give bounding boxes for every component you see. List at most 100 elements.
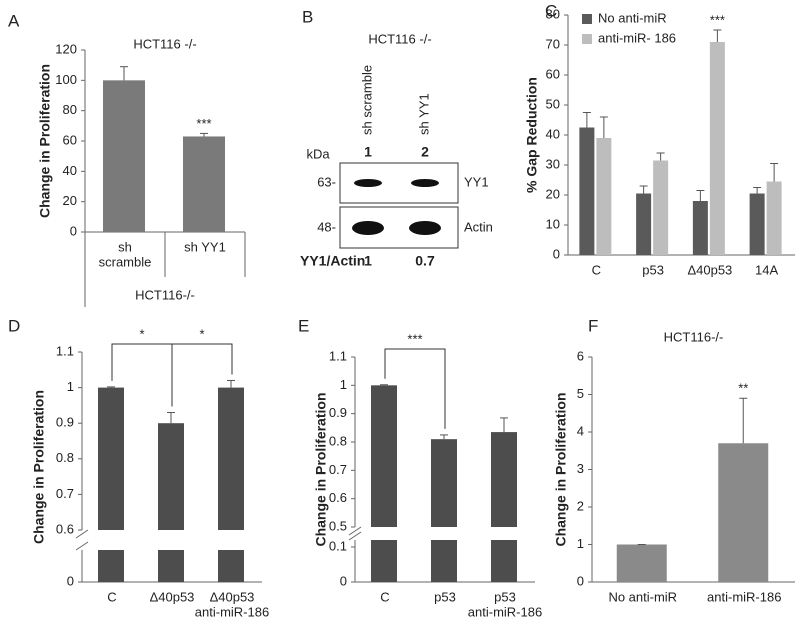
y-tick-label: 0: [70, 223, 77, 238]
y-tick-label: 0.8: [56, 450, 74, 465]
bar: [636, 193, 652, 255]
unit-label: kDa: [306, 146, 330, 161]
panel-label: A: [8, 11, 20, 30]
significance: ***: [407, 331, 422, 346]
lane-label: sh scramble: [359, 65, 374, 135]
y-tick-label: 10: [546, 216, 560, 231]
band-label: Actin: [464, 219, 493, 234]
group-label: HCT116-/-: [135, 287, 195, 302]
x-tick-label: p53: [434, 589, 456, 604]
y-tick-label: 0.8: [329, 433, 347, 448]
y-tick-label: 0.9: [56, 415, 74, 430]
x-tick-label: Δ40p53: [150, 589, 195, 604]
panel-label: D: [8, 316, 20, 335]
bar: [218, 550, 244, 582]
y-tick-label: 0: [577, 573, 584, 588]
y-axis-label: % Gap Reduction: [524, 77, 540, 193]
band: [409, 221, 441, 235]
bar: [183, 136, 225, 232]
axis-break: [75, 529, 89, 539]
y-tick-label: 120: [55, 41, 77, 56]
x-tick-label: anti-miR-186: [707, 589, 781, 604]
axis-break: [75, 541, 89, 551]
bar: [749, 193, 765, 255]
x-tick-label: Δ40p53: [687, 262, 732, 277]
y-tick-label: 0.7: [329, 462, 347, 477]
y-tick-label: 0.7: [56, 486, 74, 501]
panel-label: B: [302, 7, 313, 26]
x-tick-label: anti-miR-186: [195, 604, 269, 619]
marker-label: 63-: [317, 174, 336, 189]
y-axis-label: Change in Proliferation: [313, 392, 329, 546]
bar: [692, 201, 708, 255]
y-tick-label: 20: [546, 186, 560, 201]
y-tick-label: 1.1: [56, 343, 74, 358]
x-tick-label: sh YY1: [184, 239, 226, 254]
bar: [218, 387, 244, 530]
x-tick-label: 14A: [755, 262, 778, 277]
marker-label: 48-: [317, 219, 336, 234]
y-tick-label: 30: [546, 156, 560, 171]
y-tick-label: 70: [546, 36, 560, 51]
band: [411, 179, 439, 187]
x-tick-label: p53: [642, 262, 664, 277]
significance: *: [139, 326, 144, 341]
y-tick-label: 1.1: [329, 348, 347, 363]
bar: [98, 387, 124, 530]
band-label: YY1: [464, 174, 489, 189]
band: [354, 179, 382, 187]
lane-number: 1: [364, 144, 372, 160]
bar: [98, 550, 124, 582]
bar: [431, 540, 457, 582]
legend-label: anti-miR- 186: [598, 30, 676, 45]
y-tick-label: 40: [63, 163, 77, 178]
panel-label: E: [298, 316, 309, 335]
y-tick-label: 20: [63, 193, 77, 208]
x-tick-label: p53: [494, 589, 516, 604]
y-tick-label: 50: [546, 96, 560, 111]
bar: [371, 385, 397, 527]
legend-label: No anti-miR: [598, 10, 667, 25]
bar: [709, 42, 725, 255]
panel-label: C: [545, 1, 557, 20]
bar: [653, 160, 669, 255]
x-tick-label: No anti-miR: [608, 589, 677, 604]
band: [352, 221, 384, 235]
y-tick-label: 1: [577, 536, 584, 551]
y-tick-label: 60: [546, 66, 560, 81]
chart-title: HCT116-/-: [664, 329, 724, 344]
x-tick-label: C: [380, 589, 389, 604]
y-tick-label: 1: [67, 379, 74, 394]
ratio-label: YY1/Actin: [300, 253, 365, 269]
y-tick-label: 100: [55, 72, 77, 87]
bar: [616, 544, 667, 582]
panel-label: F: [588, 316, 598, 335]
significance: **: [738, 381, 748, 396]
y-tick-label: 1: [340, 377, 347, 392]
bar: [596, 138, 612, 255]
y-tick-label: 0.6: [329, 490, 347, 505]
y-tick-label: 0.5: [329, 518, 347, 533]
y-tick-label: 0: [340, 573, 347, 588]
significance: ***: [710, 12, 725, 27]
bar: [579, 127, 595, 255]
bar: [491, 432, 517, 527]
y-axis-label: Change in Proliferation: [553, 392, 569, 546]
bar: [158, 550, 184, 582]
axis-break: [348, 526, 362, 536]
ratio-value: 1: [364, 253, 372, 269]
axis-break: [348, 531, 362, 541]
chart-title: HCT116 -/-: [133, 36, 196, 51]
y-tick-label: 3: [577, 461, 584, 476]
bar: [371, 540, 397, 582]
bar: [491, 540, 517, 582]
y-tick-label: 0.1: [329, 538, 347, 553]
y-tick-label: 0: [553, 246, 560, 261]
y-tick-label: 60: [63, 132, 77, 147]
y-tick-label: 0.6: [56, 521, 74, 536]
x-tick-label: anti-miR-186: [468, 604, 542, 619]
ratio-value: 0.7: [415, 253, 435, 269]
y-tick-label: 5: [577, 386, 584, 401]
y-tick-label: 4: [577, 423, 584, 438]
